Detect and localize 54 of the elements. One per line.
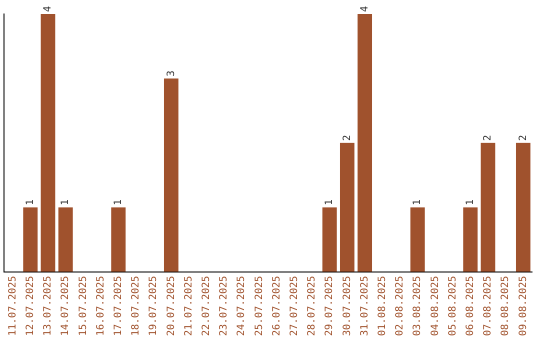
- x-tick-label: 13.07.2025: [42, 276, 54, 336]
- x-tick-label: 23.07.2025: [218, 276, 230, 336]
- data-label: 1: [24, 199, 36, 206]
- bar: [516, 142, 530, 272]
- x-tick-label: 12.07.2025: [24, 276, 36, 336]
- x-tick-label: 02.08.2025: [394, 276, 406, 336]
- data-label: 4: [359, 6, 370, 12]
- bar: [358, 14, 372, 272]
- data-label: 3: [166, 70, 177, 76]
- x-tick-label: 01.08.2025: [376, 276, 388, 336]
- x-tick-label: 07.08.2025: [482, 276, 494, 336]
- x-tick-label: 24.07.2025: [236, 276, 248, 336]
- x-tick-label: 16.07.2025: [95, 276, 106, 336]
- data-label: 2: [482, 134, 494, 141]
- x-tick-label: 03.08.2025: [412, 276, 424, 336]
- x-tick-label: 08.08.2025: [500, 276, 512, 336]
- x-tick-label: 11.07.2025: [7, 276, 18, 336]
- x-tick-label: 30.07.2025: [342, 276, 353, 336]
- data-label: 1: [112, 199, 124, 206]
- data-label: 2: [518, 134, 529, 141]
- x-tick-label: 15.07.2025: [78, 276, 89, 336]
- data-label: 1: [60, 199, 72, 206]
- bar: [340, 142, 354, 272]
- x-tick-label: 14.07.2025: [60, 276, 72, 336]
- x-tick-label: 17.07.2025: [112, 276, 124, 336]
- bar: [58, 207, 73, 272]
- data-label: 1: [464, 199, 476, 206]
- bar: [164, 78, 178, 272]
- x-tick-label: 31.07.2025: [359, 276, 370, 336]
- data-label: 2: [342, 134, 353, 141]
- bar: [23, 207, 38, 272]
- x-tick-label: 20.07.2025: [166, 276, 177, 336]
- bar: [463, 207, 478, 272]
- data-label: 1: [412, 199, 424, 206]
- bar: [480, 142, 496, 272]
- x-tick-label: 18.07.2025: [130, 276, 142, 336]
- x-tick-label: 25.07.2025: [254, 276, 265, 336]
- data-label: 1: [324, 199, 336, 206]
- x-tick-label: 06.08.2025: [464, 276, 476, 336]
- x-tick-label: 22.07.2025: [200, 276, 212, 336]
- bar: [40, 14, 56, 272]
- x-tick-label: 04.08.2025: [430, 276, 441, 336]
- data-label: 4: [42, 6, 54, 12]
- x-tick-label: 21.07.2025: [183, 276, 194, 336]
- x-tick-label: 27.07.2025: [288, 276, 300, 336]
- x-tick-label: 05.08.2025: [447, 276, 458, 336]
- bar: [322, 207, 337, 272]
- x-tick-label: 29.07.2025: [324, 276, 336, 336]
- x-tick-label: 26.07.2025: [271, 276, 282, 336]
- x-tick-label: 19.07.2025: [148, 276, 160, 336]
- x-tick-label: 09.08.2025: [518, 276, 529, 336]
- bar: [410, 207, 425, 272]
- x-tick-label: 28.07.2025: [306, 276, 318, 336]
- bar: [111, 207, 126, 272]
